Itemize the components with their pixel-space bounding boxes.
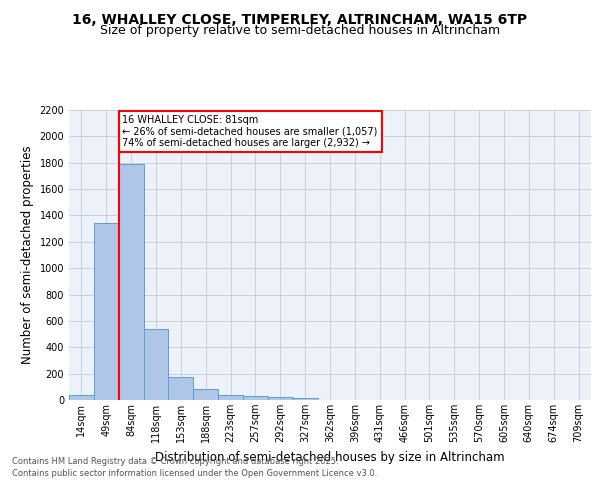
Bar — [193, 390, 218, 400]
Text: Contains HM Land Registry data © Crown copyright and database right 2025.: Contains HM Land Registry data © Crown c… — [12, 458, 338, 466]
Text: 16 WHALLEY CLOSE: 81sqm
← 26% of semi-detached houses are smaller (1,057)
74% of: 16 WHALLEY CLOSE: 81sqm ← 26% of semi-de… — [122, 116, 378, 148]
Text: Size of property relative to semi-detached houses in Altrincham: Size of property relative to semi-detach… — [100, 24, 500, 37]
Y-axis label: Number of semi-detached properties: Number of semi-detached properties — [21, 146, 34, 364]
Bar — [218, 396, 243, 400]
Bar — [69, 396, 94, 400]
X-axis label: Distribution of semi-detached houses by size in Altrincham: Distribution of semi-detached houses by … — [155, 450, 505, 464]
Bar — [243, 396, 268, 400]
Bar — [119, 164, 143, 400]
Bar — [143, 330, 169, 400]
Bar — [293, 398, 317, 400]
Bar — [94, 222, 119, 400]
Text: 16, WHALLEY CLOSE, TIMPERLEY, ALTRINCHAM, WA15 6TP: 16, WHALLEY CLOSE, TIMPERLEY, ALTRINCHAM… — [73, 12, 527, 26]
Bar — [169, 376, 193, 400]
Bar — [268, 396, 293, 400]
Text: Contains public sector information licensed under the Open Government Licence v3: Contains public sector information licen… — [12, 469, 377, 478]
